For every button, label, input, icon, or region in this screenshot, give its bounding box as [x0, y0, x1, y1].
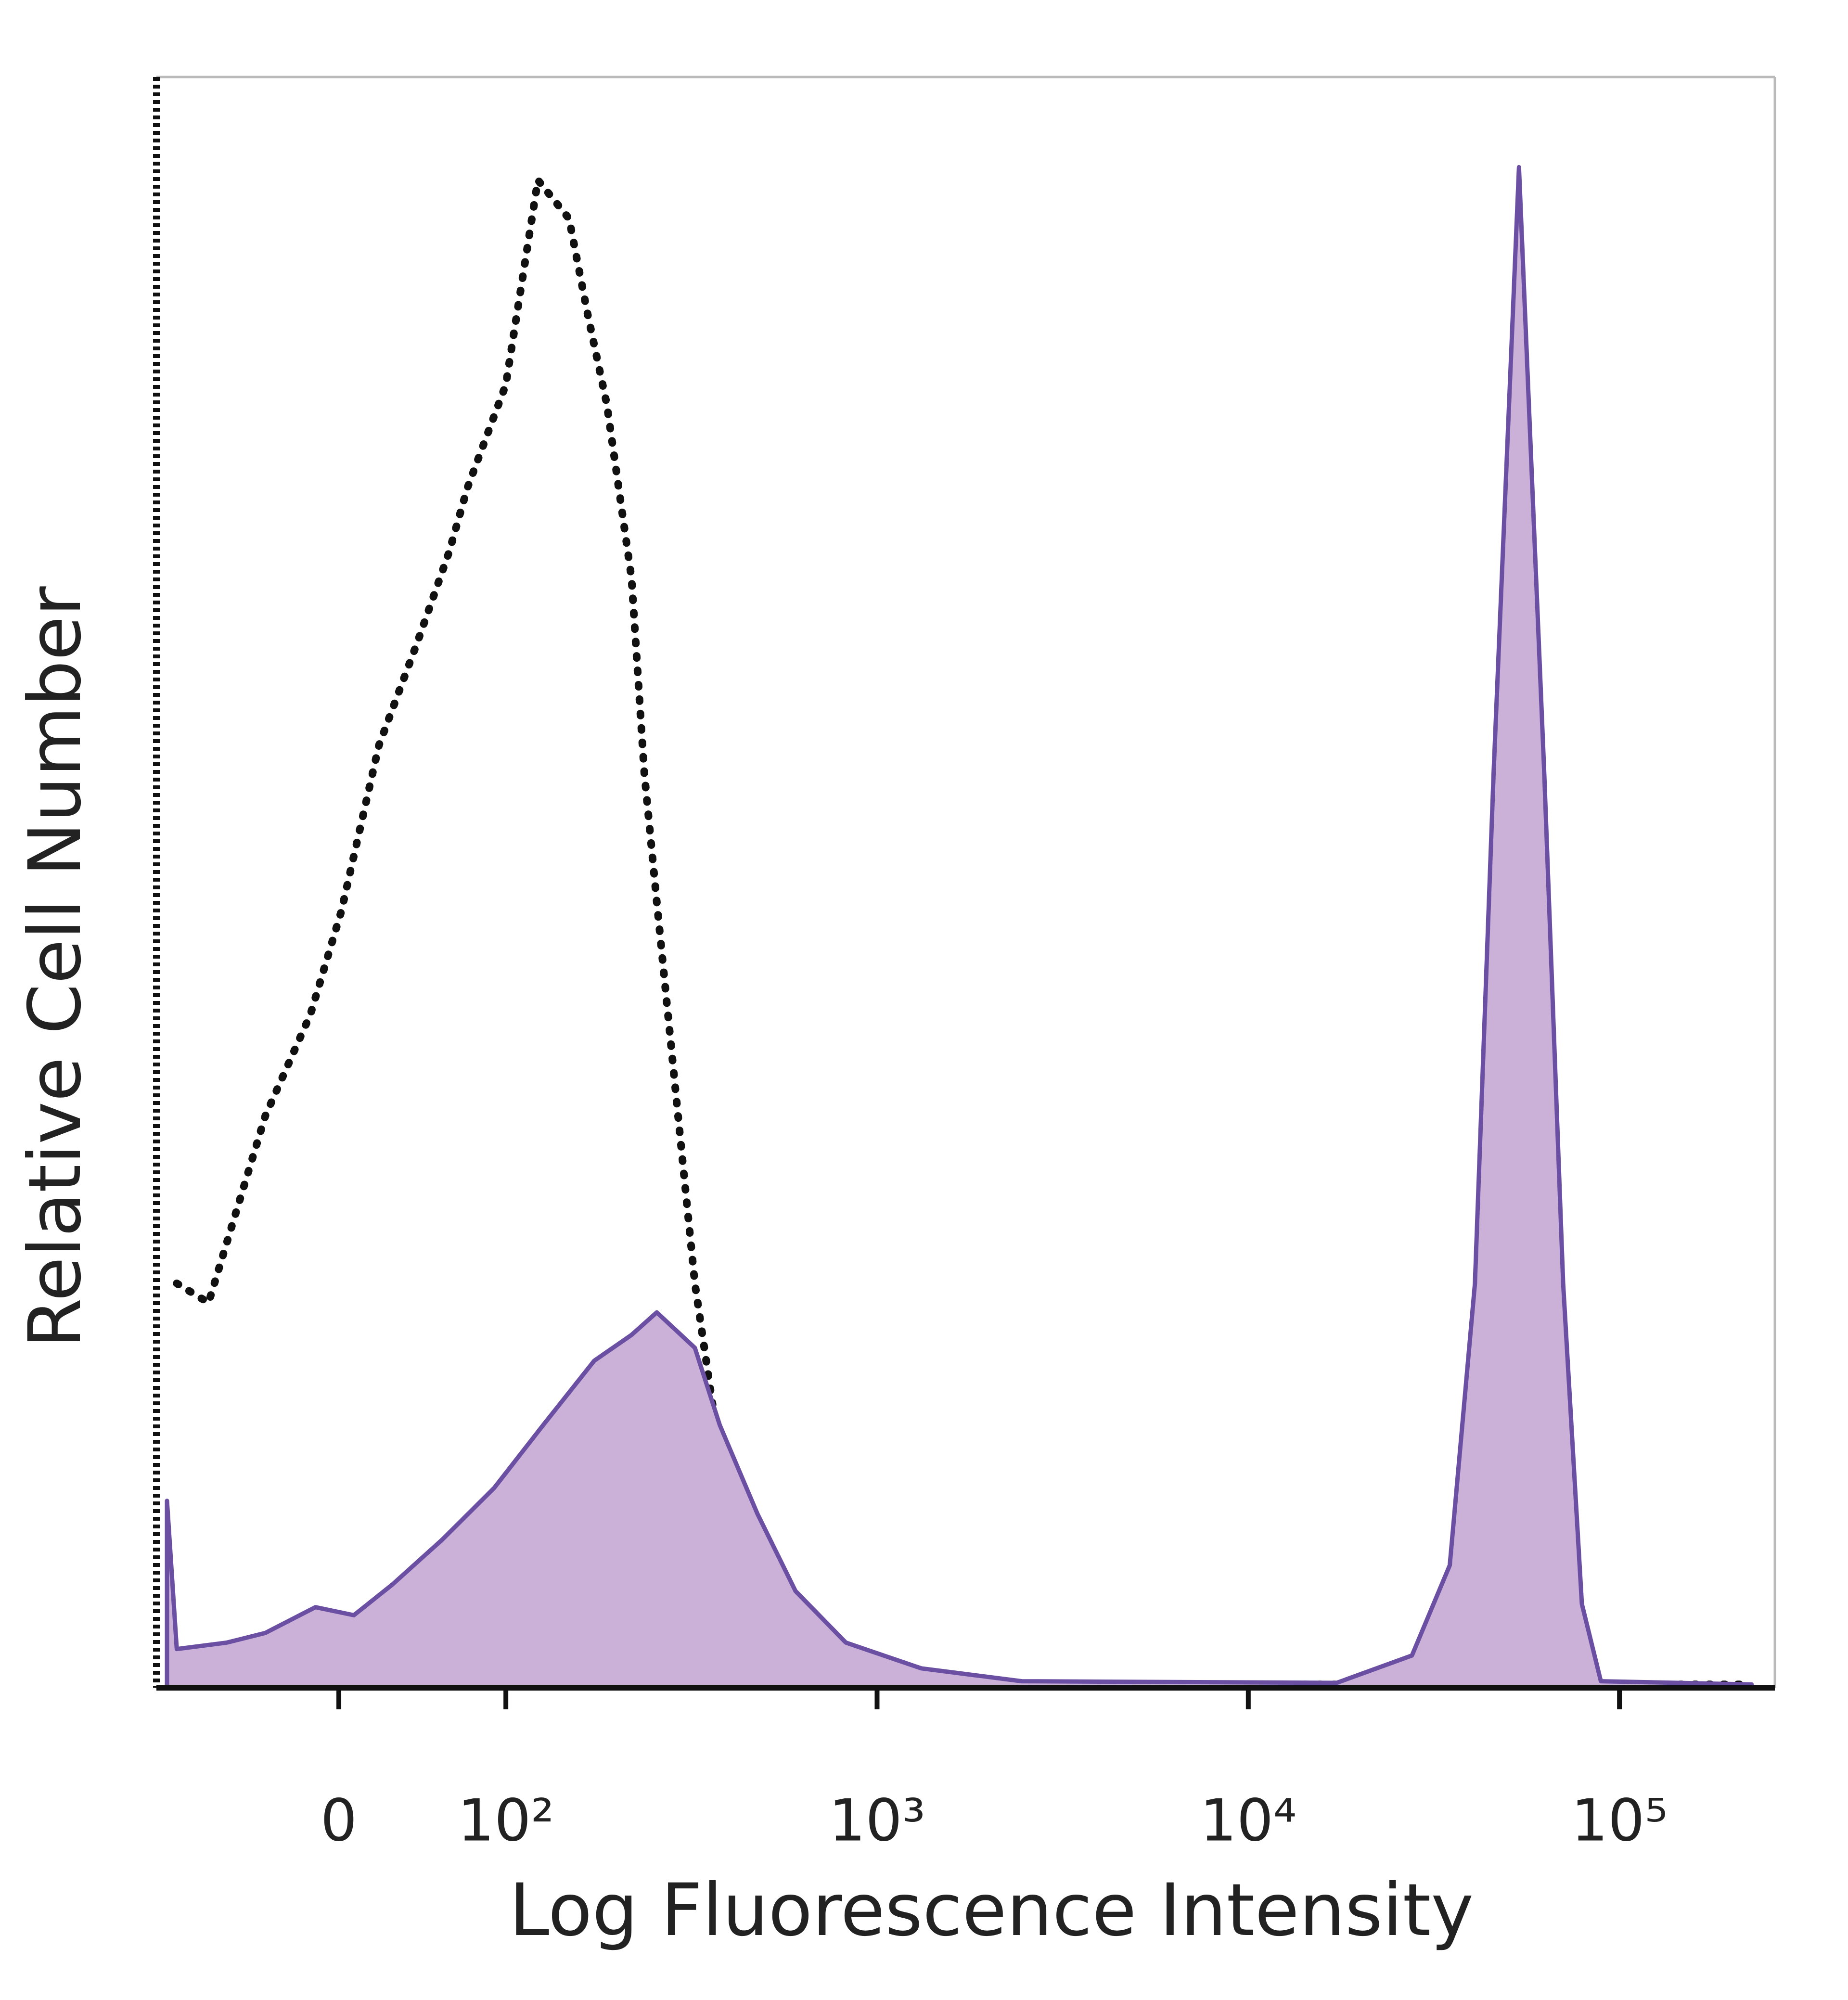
histogram-line [173, 176, 1756, 1689]
x-tick-label: 10² [458, 1788, 554, 1855]
x-axis-label: Log Fluorescence Intensity [509, 1869, 1474, 1952]
x-tick-label: 10⁵ [1571, 1788, 1668, 1855]
histogram-area [165, 165, 1754, 1690]
x-tick-label: 10³ [829, 1788, 925, 1855]
y-axis-label: Relative Cell Number [13, 586, 97, 1348]
x-tick-label: 10⁴ [1200, 1788, 1296, 1855]
x-tick-label: 0 [321, 1788, 357, 1855]
